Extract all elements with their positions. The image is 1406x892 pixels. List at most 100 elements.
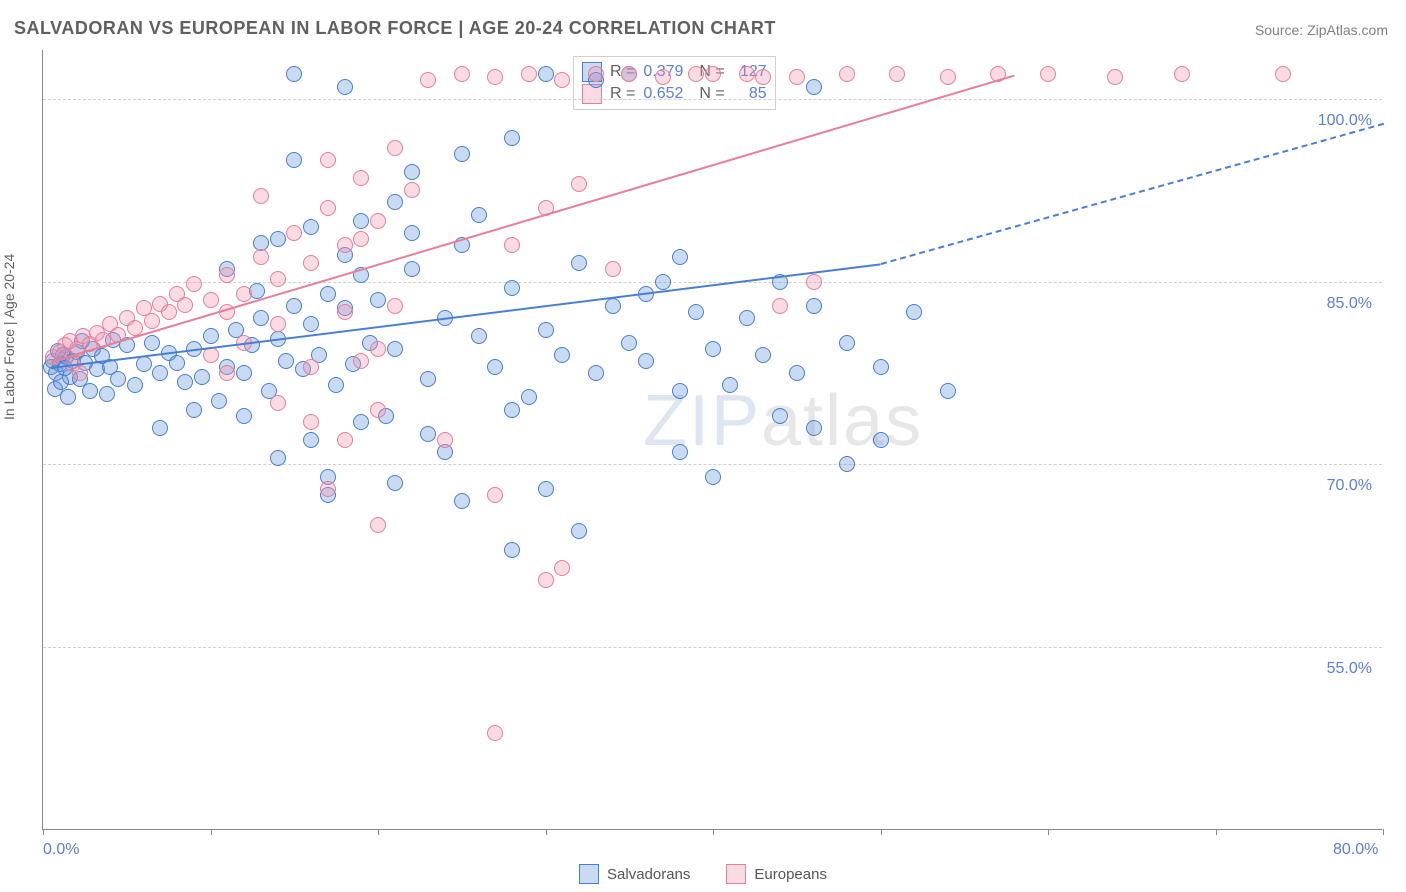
legend-swatch (726, 864, 746, 884)
scatter-point (672, 444, 688, 460)
scatter-point (806, 420, 822, 436)
n-value: 85 (733, 85, 767, 103)
scatter-point (387, 341, 403, 357)
scatter-point (806, 274, 822, 290)
scatter-point (286, 152, 302, 168)
scatter-point (705, 66, 721, 82)
scatter-point (655, 274, 671, 290)
scatter-point (605, 298, 621, 314)
source-attribution: Source: ZipAtlas.com (1255, 22, 1388, 38)
scatter-point (72, 365, 88, 381)
scatter-point (270, 316, 286, 332)
scatter-point (806, 298, 822, 314)
scatter-point (504, 280, 520, 296)
scatter-point (605, 261, 621, 277)
scatter-point (387, 298, 403, 314)
scatter-point (471, 328, 487, 344)
scatter-point (370, 341, 386, 357)
scatter-point (538, 66, 554, 82)
scatter-point (772, 298, 788, 314)
scatter-point (127, 377, 143, 393)
trend-line (880, 123, 1383, 265)
scatter-point (839, 66, 855, 82)
source-name: ZipAtlas.com (1307, 22, 1388, 38)
plot-area: ZIPatlas R =0.379N =127R =0.652N = 85 55… (42, 50, 1382, 830)
r-value: 0.652 (643, 85, 691, 103)
scatter-point (404, 182, 420, 198)
scatter-point (521, 389, 537, 405)
scatter-point (940, 383, 956, 399)
scatter-point (169, 355, 185, 371)
scatter-point (219, 267, 235, 283)
scatter-point (404, 261, 420, 277)
scatter-point (303, 414, 319, 430)
scatter-point (60, 389, 76, 405)
scatter-point (337, 432, 353, 448)
scatter-point (144, 335, 160, 351)
scatter-point (772, 408, 788, 424)
scatter-point (286, 66, 302, 82)
scatter-point (420, 426, 436, 442)
scatter-point (320, 481, 336, 497)
scatter-point (211, 393, 227, 409)
scatter-point (236, 408, 252, 424)
scatter-point (487, 359, 503, 375)
scatter-point (571, 255, 587, 271)
scatter-point (588, 365, 604, 381)
scatter-point (328, 377, 344, 393)
scatter-point (387, 140, 403, 156)
legend-item: Europeans (726, 864, 827, 884)
scatter-point (839, 335, 855, 351)
gridline (43, 282, 1382, 283)
scatter-point (286, 298, 302, 314)
scatter-point (353, 353, 369, 369)
scatter-point (270, 231, 286, 247)
scatter-point (889, 66, 905, 82)
scatter-point (161, 304, 177, 320)
scatter-point (521, 66, 537, 82)
scatter-point (404, 225, 420, 241)
scatter-point (621, 66, 637, 82)
scatter-point (588, 66, 604, 82)
scatter-point (320, 200, 336, 216)
scatter-point (253, 249, 269, 265)
scatter-point (672, 383, 688, 399)
x-tick-label: 0.0% (43, 841, 79, 859)
scatter-point (270, 450, 286, 466)
gridline (43, 647, 1382, 648)
scatter-point (194, 369, 210, 385)
scatter-point (554, 560, 570, 576)
scatter-point (353, 170, 369, 186)
scatter-point (688, 304, 704, 320)
scatter-point (303, 255, 319, 271)
scatter-point (437, 432, 453, 448)
legend-label: Salvadorans (607, 866, 690, 883)
scatter-point (337, 304, 353, 320)
x-tick (211, 829, 212, 835)
scatter-point (370, 402, 386, 418)
scatter-point (504, 542, 520, 558)
y-tick-label: 85.0% (1327, 295, 1372, 313)
scatter-point (278, 353, 294, 369)
scatter-point (370, 213, 386, 229)
scatter-point (940, 69, 956, 85)
x-tick (43, 829, 44, 835)
scatter-point (353, 414, 369, 430)
n-label: N = (699, 85, 724, 103)
scatter-point (739, 66, 755, 82)
scatter-point (286, 225, 302, 241)
scatter-point (1275, 66, 1291, 82)
scatter-point (454, 66, 470, 82)
scatter-point (387, 194, 403, 210)
scatter-point (404, 164, 420, 180)
scatter-point (236, 365, 252, 381)
stats-row: R =0.652N = 85 (582, 83, 767, 105)
scatter-point (320, 286, 336, 302)
scatter-point (789, 365, 805, 381)
scatter-point (370, 517, 386, 533)
x-tick (1383, 829, 1384, 835)
scatter-point (1174, 66, 1190, 82)
x-tick (1216, 829, 1217, 835)
scatter-point (203, 292, 219, 308)
scatter-point (789, 69, 805, 85)
